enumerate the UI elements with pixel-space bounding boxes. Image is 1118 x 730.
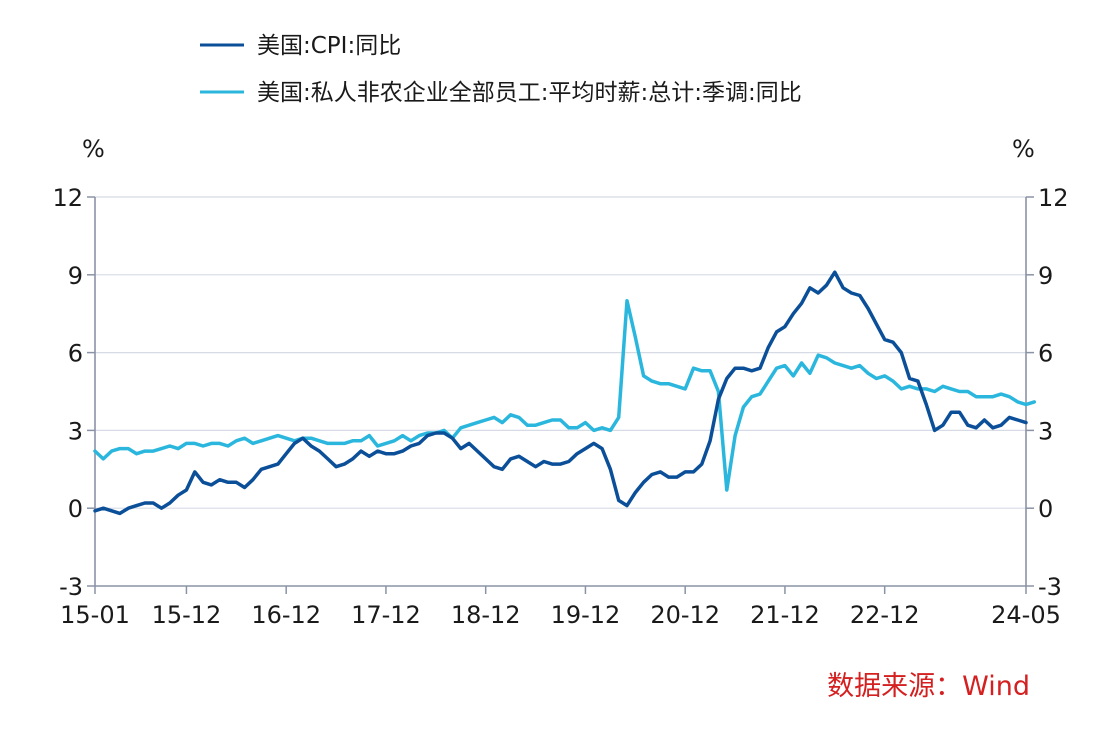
x-tick-label: 17-12 [351,601,421,629]
x-tick-label: 15-01 [60,601,130,629]
y-tick-label-left: 6 [68,340,83,368]
legend: 美国:CPI:同比 美国:私人非农企业全部员工:平均时薪:总计:季调:同比 [200,33,802,106]
series-line-wages [93,298,1037,492]
y-tick-label-left: 12 [52,184,83,212]
y-tick-label-left: 0 [68,495,83,523]
y-tick-label-left: -3 [59,573,83,601]
x-tick-label: 22-12 [850,601,920,629]
y-tick-label-left: 3 [68,417,83,445]
x-tick-label: 20-12 [650,601,720,629]
legend-label-cpi: 美国:CPI:同比 [257,33,401,59]
y-tick-label-right: 3 [1038,417,1053,445]
axes [94,197,1027,587]
x-tick-label: 19-12 [551,601,621,629]
y-tick-label-right: 0 [1038,495,1053,523]
x-tick-label: 16-12 [251,601,321,629]
gridlines [95,196,1026,509]
x-tick-label: 18-12 [451,601,521,629]
x-axis-ticks: 15-01 15-12 16-12 17-12 18-12 19-12 20-12 21-12… [60,586,1061,629]
y-axis-right-ticks: 12 9 6 3 0 -3 [1026,184,1069,601]
x-tick-label: 15-12 [152,601,222,629]
legend-label-wages: 美国:私人非农企业全部员工:平均时薪:总计:季调:同比 [257,80,802,106]
y-tick-label-left: 9 [68,262,83,290]
series-line-cpi [93,270,1028,516]
y-unit-right: % [1012,135,1035,163]
series-lines [93,270,1037,516]
x-tick-label: 21-12 [750,601,820,629]
source-label: 数据来源：Wind [827,671,1030,702]
x-tick-label: 24-05 [991,601,1061,629]
y-axis-left-ticks: 12 9 6 3 0 -3 [52,184,95,601]
y-tick-label-right: 12 [1038,184,1069,212]
y-tick-label-right: -3 [1038,573,1062,601]
y-tick-label-right: 6 [1038,340,1053,368]
y-tick-label-right: 9 [1038,262,1053,290]
y-unit-left: % [82,135,105,163]
